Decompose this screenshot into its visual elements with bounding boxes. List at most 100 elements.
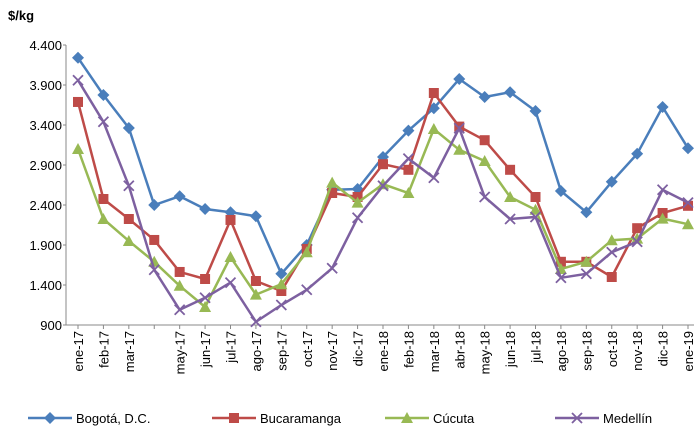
legend-marker: [571, 412, 583, 424]
point: [402, 152, 415, 165]
legend-label: Bucaramanga: [260, 411, 342, 426]
x-tick-label: sep-18: [579, 331, 594, 371]
point: [199, 301, 212, 312]
point: [580, 268, 592, 280]
point: [351, 196, 364, 208]
point: [428, 172, 440, 184]
point: [275, 267, 288, 280]
point: [199, 203, 212, 215]
x-tick-label: oct-18: [605, 331, 620, 367]
x-tick-label: jul-17: [224, 331, 239, 364]
point: [73, 96, 83, 107]
point: [224, 251, 237, 262]
x-tick-label: mar-18: [427, 331, 442, 372]
y-tick-label: 2.400: [29, 198, 62, 213]
point: [656, 184, 669, 196]
x-tick-label: feb-17: [96, 331, 111, 368]
point: [606, 272, 617, 282]
point: [632, 223, 643, 234]
point: [149, 234, 160, 245]
legend-label: Bogotá, D.C.: [76, 411, 150, 426]
point: [122, 235, 135, 246]
x-tick-label: ene-19: [681, 331, 694, 371]
point: [682, 196, 694, 209]
point: [249, 288, 262, 300]
x-tick-label: jun-18: [503, 331, 518, 368]
x-tick-label: may-17: [173, 331, 188, 374]
point: [427, 123, 440, 134]
point: [123, 214, 134, 224]
point: [72, 143, 84, 154]
point: [72, 74, 84, 86]
point: [148, 264, 160, 276]
point: [72, 51, 84, 64]
point: [529, 211, 542, 223]
point: [351, 212, 364, 224]
legend-marker: [44, 412, 56, 424]
point: [97, 116, 110, 128]
point: [631, 236, 643, 248]
point: [98, 194, 109, 204]
point: [326, 176, 339, 188]
x-tick-label: feb-18: [401, 331, 416, 368]
point: [123, 180, 135, 192]
point: [479, 135, 490, 146]
point: [377, 178, 389, 190]
point: [478, 155, 491, 166]
point: [148, 199, 161, 211]
legend-marker: [229, 413, 239, 423]
point: [173, 279, 186, 291]
point: [605, 234, 618, 246]
x-tick-label: nov-18: [630, 331, 645, 371]
point: [453, 73, 466, 85]
point: [479, 191, 491, 203]
point: [174, 304, 186, 316]
x-tick-label: ago-18: [554, 331, 569, 371]
y-tick-label: 4.400: [29, 38, 62, 53]
point: [580, 255, 593, 267]
point: [402, 187, 415, 198]
point: [428, 88, 439, 98]
point: [504, 213, 516, 225]
x-tick-label: dic-18: [656, 331, 671, 366]
legend-marker: [401, 412, 413, 423]
point: [606, 246, 618, 258]
x-tick-label: dic-17: [351, 331, 366, 366]
legend-label: Medellín: [603, 411, 652, 426]
point: [682, 218, 694, 230]
point: [200, 274, 211, 284]
y-axis-label: $/kg: [8, 8, 34, 23]
point: [631, 232, 644, 244]
point: [249, 210, 262, 223]
point: [224, 276, 237, 289]
point: [682, 142, 694, 155]
legend-label: Cúcuta: [433, 411, 475, 426]
x-tick-label: ene-18: [376, 331, 391, 371]
point: [504, 86, 517, 99]
point: [326, 262, 338, 274]
x-tick-label: nov-17: [325, 331, 340, 371]
y-tick-label: 3.900: [29, 78, 62, 93]
point: [199, 292, 211, 304]
series-line: [76, 90, 689, 293]
y-tick-label: 2.900: [29, 158, 62, 173]
point: [478, 91, 491, 103]
point: [580, 206, 593, 219]
y-tick-label: 1.400: [29, 278, 62, 293]
point: [403, 164, 414, 175]
x-tick-label: ago-17: [249, 331, 264, 371]
point: [327, 188, 338, 198]
point: [97, 213, 110, 224]
point: [554, 185, 567, 197]
point: [530, 192, 541, 202]
point: [225, 214, 236, 225]
point: [656, 101, 669, 113]
x-tick-label: oct-17: [300, 331, 315, 367]
x-tick-label: jun-17: [198, 331, 213, 368]
point: [174, 266, 185, 277]
point: [97, 89, 110, 101]
point: [555, 272, 567, 284]
point: [656, 212, 669, 224]
point: [377, 180, 389, 192]
